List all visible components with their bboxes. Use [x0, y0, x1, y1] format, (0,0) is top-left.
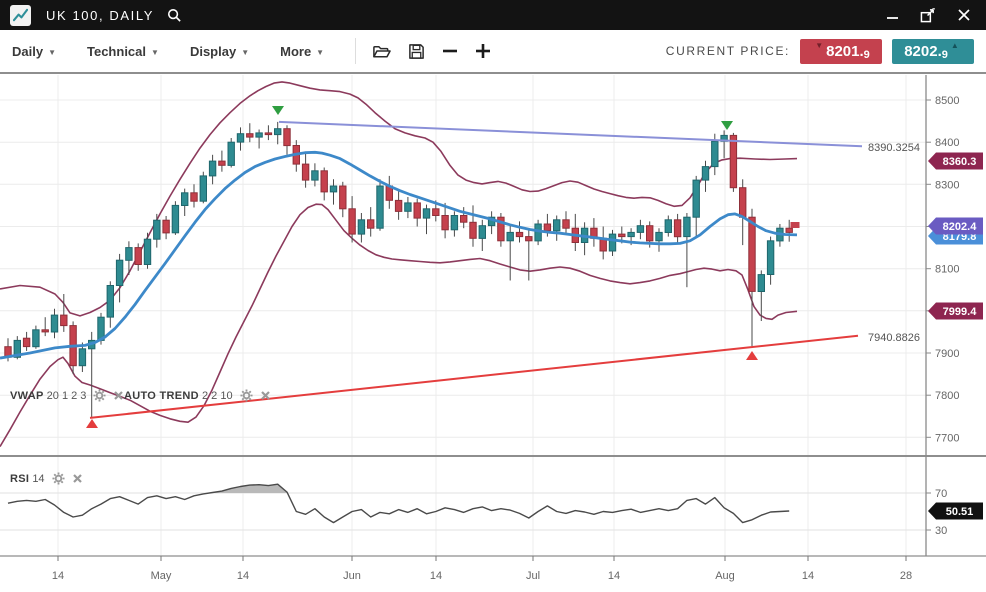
- svg-text:7940.8826: 7940.8826: [868, 332, 920, 344]
- settings-gear-icon[interactable]: [93, 389, 106, 402]
- menu-display[interactable]: Display ▼: [190, 44, 249, 59]
- autotrend-params: 2 2 10: [201, 389, 233, 402]
- svg-text:50.51: 50.51: [946, 506, 974, 518]
- axis-price-badge: [928, 502, 983, 520]
- sell-price-button[interactable]: ▼ 8201. 9: [800, 38, 882, 64]
- chevron-down-icon: ▼: [48, 47, 56, 57]
- svg-text:7900: 7900: [935, 348, 959, 360]
- sell-price-value: 8201.: [826, 42, 864, 60]
- svg-text:8390.3254: 8390.3254: [868, 142, 920, 154]
- svg-text:14: 14: [802, 570, 814, 582]
- zoom-out-button[interactable]: [442, 43, 458, 59]
- chevron-down-icon: ▼: [151, 47, 159, 57]
- svg-text:70: 70: [935, 488, 947, 500]
- svg-text:May: May: [151, 570, 172, 582]
- menu-technical-label: Technical: [87, 43, 147, 59]
- rsi-name: RSI: [10, 472, 30, 485]
- detach-window-button[interactable]: [920, 7, 936, 23]
- close-icon[interactable]: [113, 390, 124, 401]
- zoom-in-button[interactable]: [475, 43, 491, 59]
- menu-technical[interactable]: Technical ▼: [87, 44, 159, 59]
- menu-more[interactable]: More ▼: [280, 44, 324, 59]
- svg-text:8400: 8400: [935, 137, 959, 149]
- chart-toolbar: Daily ▼ Technical ▼ Display ▼ More ▼ CUR…: [0, 30, 986, 74]
- chevron-down-icon: ▼: [316, 47, 325, 57]
- menu-timeframe-daily[interactable]: Daily ▼: [12, 44, 56, 59]
- svg-text:14: 14: [608, 570, 620, 582]
- svg-text:Aug: Aug: [715, 570, 735, 582]
- window-controls: [886, 7, 976, 23]
- save-icon[interactable]: [408, 43, 425, 60]
- toolbar-separator: [355, 38, 357, 64]
- settings-gear-icon[interactable]: [240, 389, 253, 402]
- rsi-params: 14: [32, 472, 45, 485]
- svg-text:8300: 8300: [935, 179, 959, 191]
- window-title: UK 100, DAILY: [46, 7, 154, 23]
- rsi-indicator-label: RSI 14: [10, 472, 83, 485]
- price-down-arrow-icon: ▼: [815, 40, 824, 50]
- axis-price-badge: [928, 302, 983, 320]
- axis-price-badge: [928, 217, 983, 235]
- svg-text:Jun: Jun: [343, 570, 361, 582]
- svg-text:14: 14: [237, 570, 249, 582]
- autotrend-indicator-label: AUTO TREND 2 2 10: [124, 389, 271, 402]
- close-icon[interactable]: [72, 473, 83, 484]
- minimize-button[interactable]: [886, 9, 899, 22]
- close-button[interactable]: [957, 8, 971, 22]
- open-folder-icon[interactable]: [372, 43, 391, 60]
- svg-text:30: 30: [935, 525, 947, 537]
- sell-price-fraction: 9: [863, 48, 870, 61]
- axis-price-badge: [928, 152, 983, 170]
- menu-daily-label: Daily: [12, 43, 44, 59]
- svg-text:14: 14: [430, 570, 442, 582]
- vwap-indicator-label: VWAP 20 1 2 3: [10, 389, 124, 402]
- svg-text:8202.4: 8202.4: [943, 221, 978, 233]
- menu-display-label: Display: [189, 43, 237, 59]
- buy-price-value: 8202.: [904, 42, 942, 60]
- vwap-name: VWAP: [10, 389, 44, 402]
- svg-text:8500: 8500: [935, 95, 959, 107]
- svg-text:28: 28: [900, 570, 912, 582]
- search-icon[interactable]: [167, 8, 182, 23]
- current-price-label: CURRENT PRICE:: [665, 44, 790, 58]
- svg-text:7700: 7700: [935, 432, 959, 444]
- settings-gear-icon[interactable]: [52, 472, 65, 485]
- vwap-params: 20 1 2 3: [46, 389, 87, 402]
- svg-text:8100: 8100: [935, 264, 959, 276]
- close-icon[interactable]: [260, 390, 271, 401]
- window-titlebar: UK 100, DAILY: [0, 0, 986, 30]
- autotrend-name: AUTO TREND: [124, 389, 199, 402]
- price-up-arrow-icon: ▲: [950, 40, 959, 50]
- svg-text:Jul: Jul: [526, 570, 540, 582]
- svg-text:8360.3: 8360.3: [943, 156, 977, 168]
- svg-text:7999.4: 7999.4: [943, 306, 978, 318]
- svg-text:14: 14: [52, 570, 64, 582]
- buy-price-button[interactable]: 8202. 9 ▲: [892, 38, 974, 64]
- chevron-down-icon: ▼: [241, 47, 250, 57]
- svg-text:7800: 7800: [935, 390, 959, 402]
- menu-more-label: More: [280, 43, 312, 59]
- buy-price-fraction: 9: [941, 48, 948, 61]
- chart-app-icon: [10, 4, 31, 26]
